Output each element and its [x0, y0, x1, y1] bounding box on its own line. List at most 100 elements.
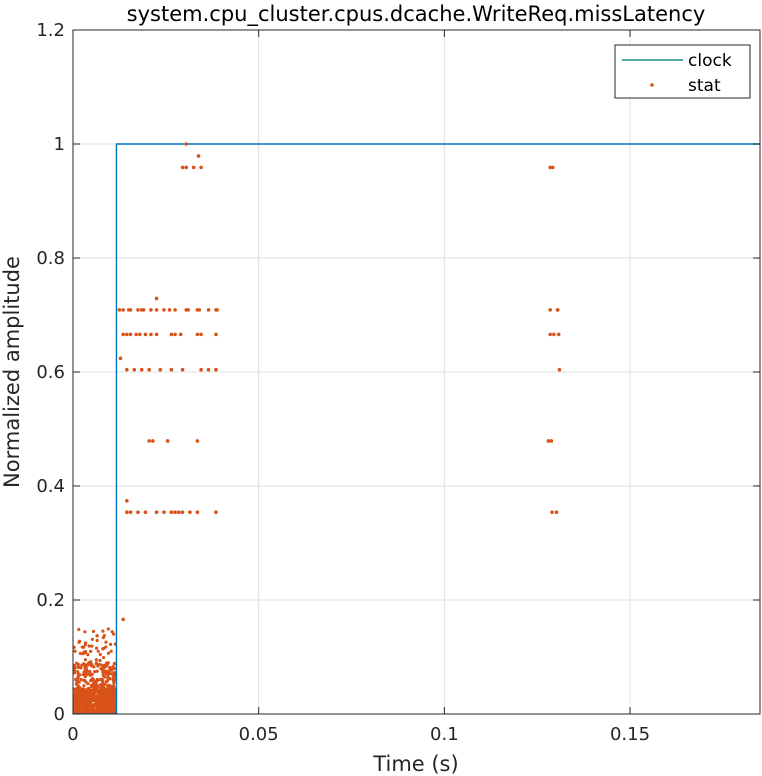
stat-burst-point: [109, 707, 113, 711]
stat-point: [138, 332, 142, 337]
stat-burst-point: [108, 671, 112, 675]
x-tick-label: 0.15: [610, 724, 650, 745]
stat-point: [154, 296, 159, 301]
stat-burst-point: [84, 674, 88, 678]
stat-point: [556, 332, 561, 337]
stat-burst-point: [82, 699, 87, 703]
stat-point: [178, 332, 183, 337]
stat-burst-point: [112, 662, 116, 666]
stat-point: [136, 308, 140, 312]
stat-burst-point: [112, 670, 116, 675]
stat-burst-point: [95, 634, 99, 638]
stat-point: [184, 165, 189, 170]
stat-burst-point: [82, 706, 86, 710]
stat-burst-point: [86, 705, 90, 710]
stat-point: [118, 356, 123, 361]
stat-burst-point: [76, 675, 80, 679]
stat-burst-point: [89, 664, 93, 668]
stat-burst-point: [79, 666, 83, 670]
stat-burst-point: [79, 703, 83, 707]
y-tick-label: 0.6: [36, 362, 65, 383]
stat-point: [177, 510, 181, 515]
stat-burst-point: [92, 680, 96, 685]
stat-point: [173, 308, 177, 312]
stat-burst-point: [87, 703, 91, 707]
stat-point: [128, 308, 133, 312]
clock-line: [73, 143, 760, 714]
stat-burst-point: [111, 696, 115, 700]
stat-burst-point: [78, 651, 82, 656]
x-tick-label: 0.1: [430, 724, 459, 745]
stat-burst-point: [94, 646, 99, 650]
stat-burst-point: [108, 703, 112, 707]
stat-point: [173, 510, 177, 515]
stat-burst-point: [88, 706, 93, 710]
stat-burst-point: [94, 679, 99, 683]
stat-point: [548, 165, 552, 170]
stat-burst-point: [108, 697, 112, 701]
stat-point: [154, 332, 159, 337]
stat-burst-point: [94, 709, 99, 713]
stat-point: [546, 439, 551, 443]
stat-point: [162, 308, 166, 312]
stat-point: [188, 510, 192, 515]
stat-burst-point: [104, 645, 108, 649]
stat-point: [550, 165, 555, 170]
stat-point: [151, 439, 155, 443]
stat-burst-point: [106, 627, 110, 631]
stat-point: [147, 439, 151, 443]
stat-burst-point: [83, 666, 87, 670]
stat-burst-point: [96, 649, 100, 653]
stat-burst-point: [99, 686, 103, 691]
stat-point: [555, 308, 560, 312]
stat-burst-point: [86, 697, 90, 701]
stat-burst-point: [73, 687, 77, 692]
stat-burst-point: [89, 672, 93, 677]
stat-burst-point: [108, 677, 112, 681]
stat-point: [554, 510, 559, 515]
y-tick-label: 0: [54, 704, 65, 725]
stat-burst-point: [81, 673, 86, 677]
stat-point: [557, 367, 562, 372]
stat-point: [165, 439, 170, 443]
stat-burst-point: [83, 678, 87, 683]
stat-burst-point: [105, 679, 110, 683]
stat-burst-point: [83, 658, 88, 662]
stat-burst-point: [101, 673, 105, 678]
stat-point: [196, 154, 201, 158]
y-tick-label: 0.4: [36, 476, 65, 497]
stat-burst-point: [94, 687, 98, 691]
stat-burst-point: [91, 697, 96, 701]
stat-point: [548, 308, 552, 312]
stat-burst-point: [109, 649, 113, 653]
stat-point: [549, 439, 554, 443]
stat-burst-point: [95, 705, 100, 709]
stat-point: [191, 165, 196, 170]
stat-burst-point: [111, 632, 116, 636]
stat-burst-point: [77, 640, 81, 644]
stat-burst-point: [87, 644, 91, 648]
stat-burst-point: [78, 693, 82, 697]
stat-point: [139, 308, 144, 312]
stat-point: [128, 332, 133, 337]
stat-point: [206, 367, 211, 372]
stat-burst-point: [112, 681, 116, 685]
y-tick-label: 0.8: [36, 248, 65, 269]
stat-point: [162, 510, 166, 515]
stat-burst-point: [93, 690, 97, 695]
stat-burst-point: [110, 700, 114, 705]
stat-point: [206, 308, 211, 312]
stat-burst-point: [94, 661, 99, 665]
stat-burst-point: [108, 642, 113, 646]
stat-burst-point: [113, 710, 117, 714]
stat-point: [180, 510, 185, 515]
stat-burst-point: [90, 644, 94, 648]
stat-burst-point: [100, 677, 104, 681]
stat-burst-point: [75, 661, 79, 665]
stat-burst-point: [76, 669, 80, 674]
stat-point: [158, 367, 163, 372]
y-ticks: 0 0.2 0.4 0.6 0.8 1 1.2: [36, 20, 760, 725]
stat-point: [199, 367, 203, 372]
stat-burst-point: [91, 707, 96, 711]
stat-point: [195, 332, 200, 337]
